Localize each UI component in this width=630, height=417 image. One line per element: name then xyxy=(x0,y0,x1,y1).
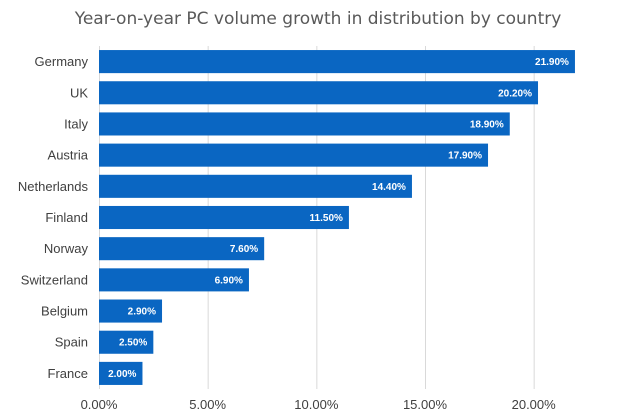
data-label: 11.50% xyxy=(310,213,343,224)
bar-norway xyxy=(99,237,265,261)
data-label: 14.40% xyxy=(372,182,406,193)
x-tick-label: 10.00% xyxy=(294,397,339,412)
data-label: 21.90% xyxy=(535,57,569,68)
bar-spain xyxy=(99,330,154,354)
x-tick-label: 20.00% xyxy=(512,397,557,412)
x-tick-label: 5.00% xyxy=(189,397,226,412)
bar-france xyxy=(99,361,143,385)
data-label: 2.90% xyxy=(128,307,156,318)
category-label: Belgium xyxy=(41,304,88,319)
data-label: 18.90% xyxy=(470,119,504,130)
data-label: 7.60% xyxy=(230,244,258,255)
x-tick-label: 15.00% xyxy=(403,397,448,412)
data-label: 17.90% xyxy=(448,151,482,162)
data-label: 20.20% xyxy=(498,88,532,99)
data-label: 6.90% xyxy=(215,275,243,286)
bar-finland xyxy=(99,205,349,230)
category-label: France xyxy=(48,366,88,381)
category-label: UK xyxy=(70,85,88,100)
x-axis-ticks: 0.00% 5.00% 10.00% 15.00% 20.00% xyxy=(81,397,557,412)
category-label: Netherlands xyxy=(18,179,89,194)
x-tick-label: 0.00% xyxy=(81,397,118,412)
bar-netherlands xyxy=(99,174,412,198)
category-label: Finland xyxy=(45,210,88,225)
bars xyxy=(99,50,575,385)
bar-switzerland xyxy=(99,268,249,292)
bar-austria xyxy=(99,143,489,167)
bar-italy xyxy=(99,112,510,136)
data-label: 2.00% xyxy=(108,369,136,380)
bar-belgium xyxy=(99,299,163,323)
category-label: Austria xyxy=(48,148,89,163)
bar-uk xyxy=(99,81,539,105)
category-label: Norway xyxy=(44,241,89,256)
chart-title: Year-on-year PC volume growth in distrib… xyxy=(74,9,562,29)
category-label: Spain xyxy=(55,335,88,350)
bar-germany xyxy=(99,50,575,74)
category-labels: Germany UK Italy Austria Netherlands Finland N… xyxy=(18,54,89,381)
category-label: Italy xyxy=(64,116,88,131)
category-label: Switzerland xyxy=(21,272,88,287)
category-label: Germany xyxy=(35,54,89,69)
data-label: 2.50% xyxy=(119,338,147,349)
data-labels: 21.90% 20.20% 18.90% 17.90% 14.40% 11.50% 7.60… xyxy=(108,57,569,380)
